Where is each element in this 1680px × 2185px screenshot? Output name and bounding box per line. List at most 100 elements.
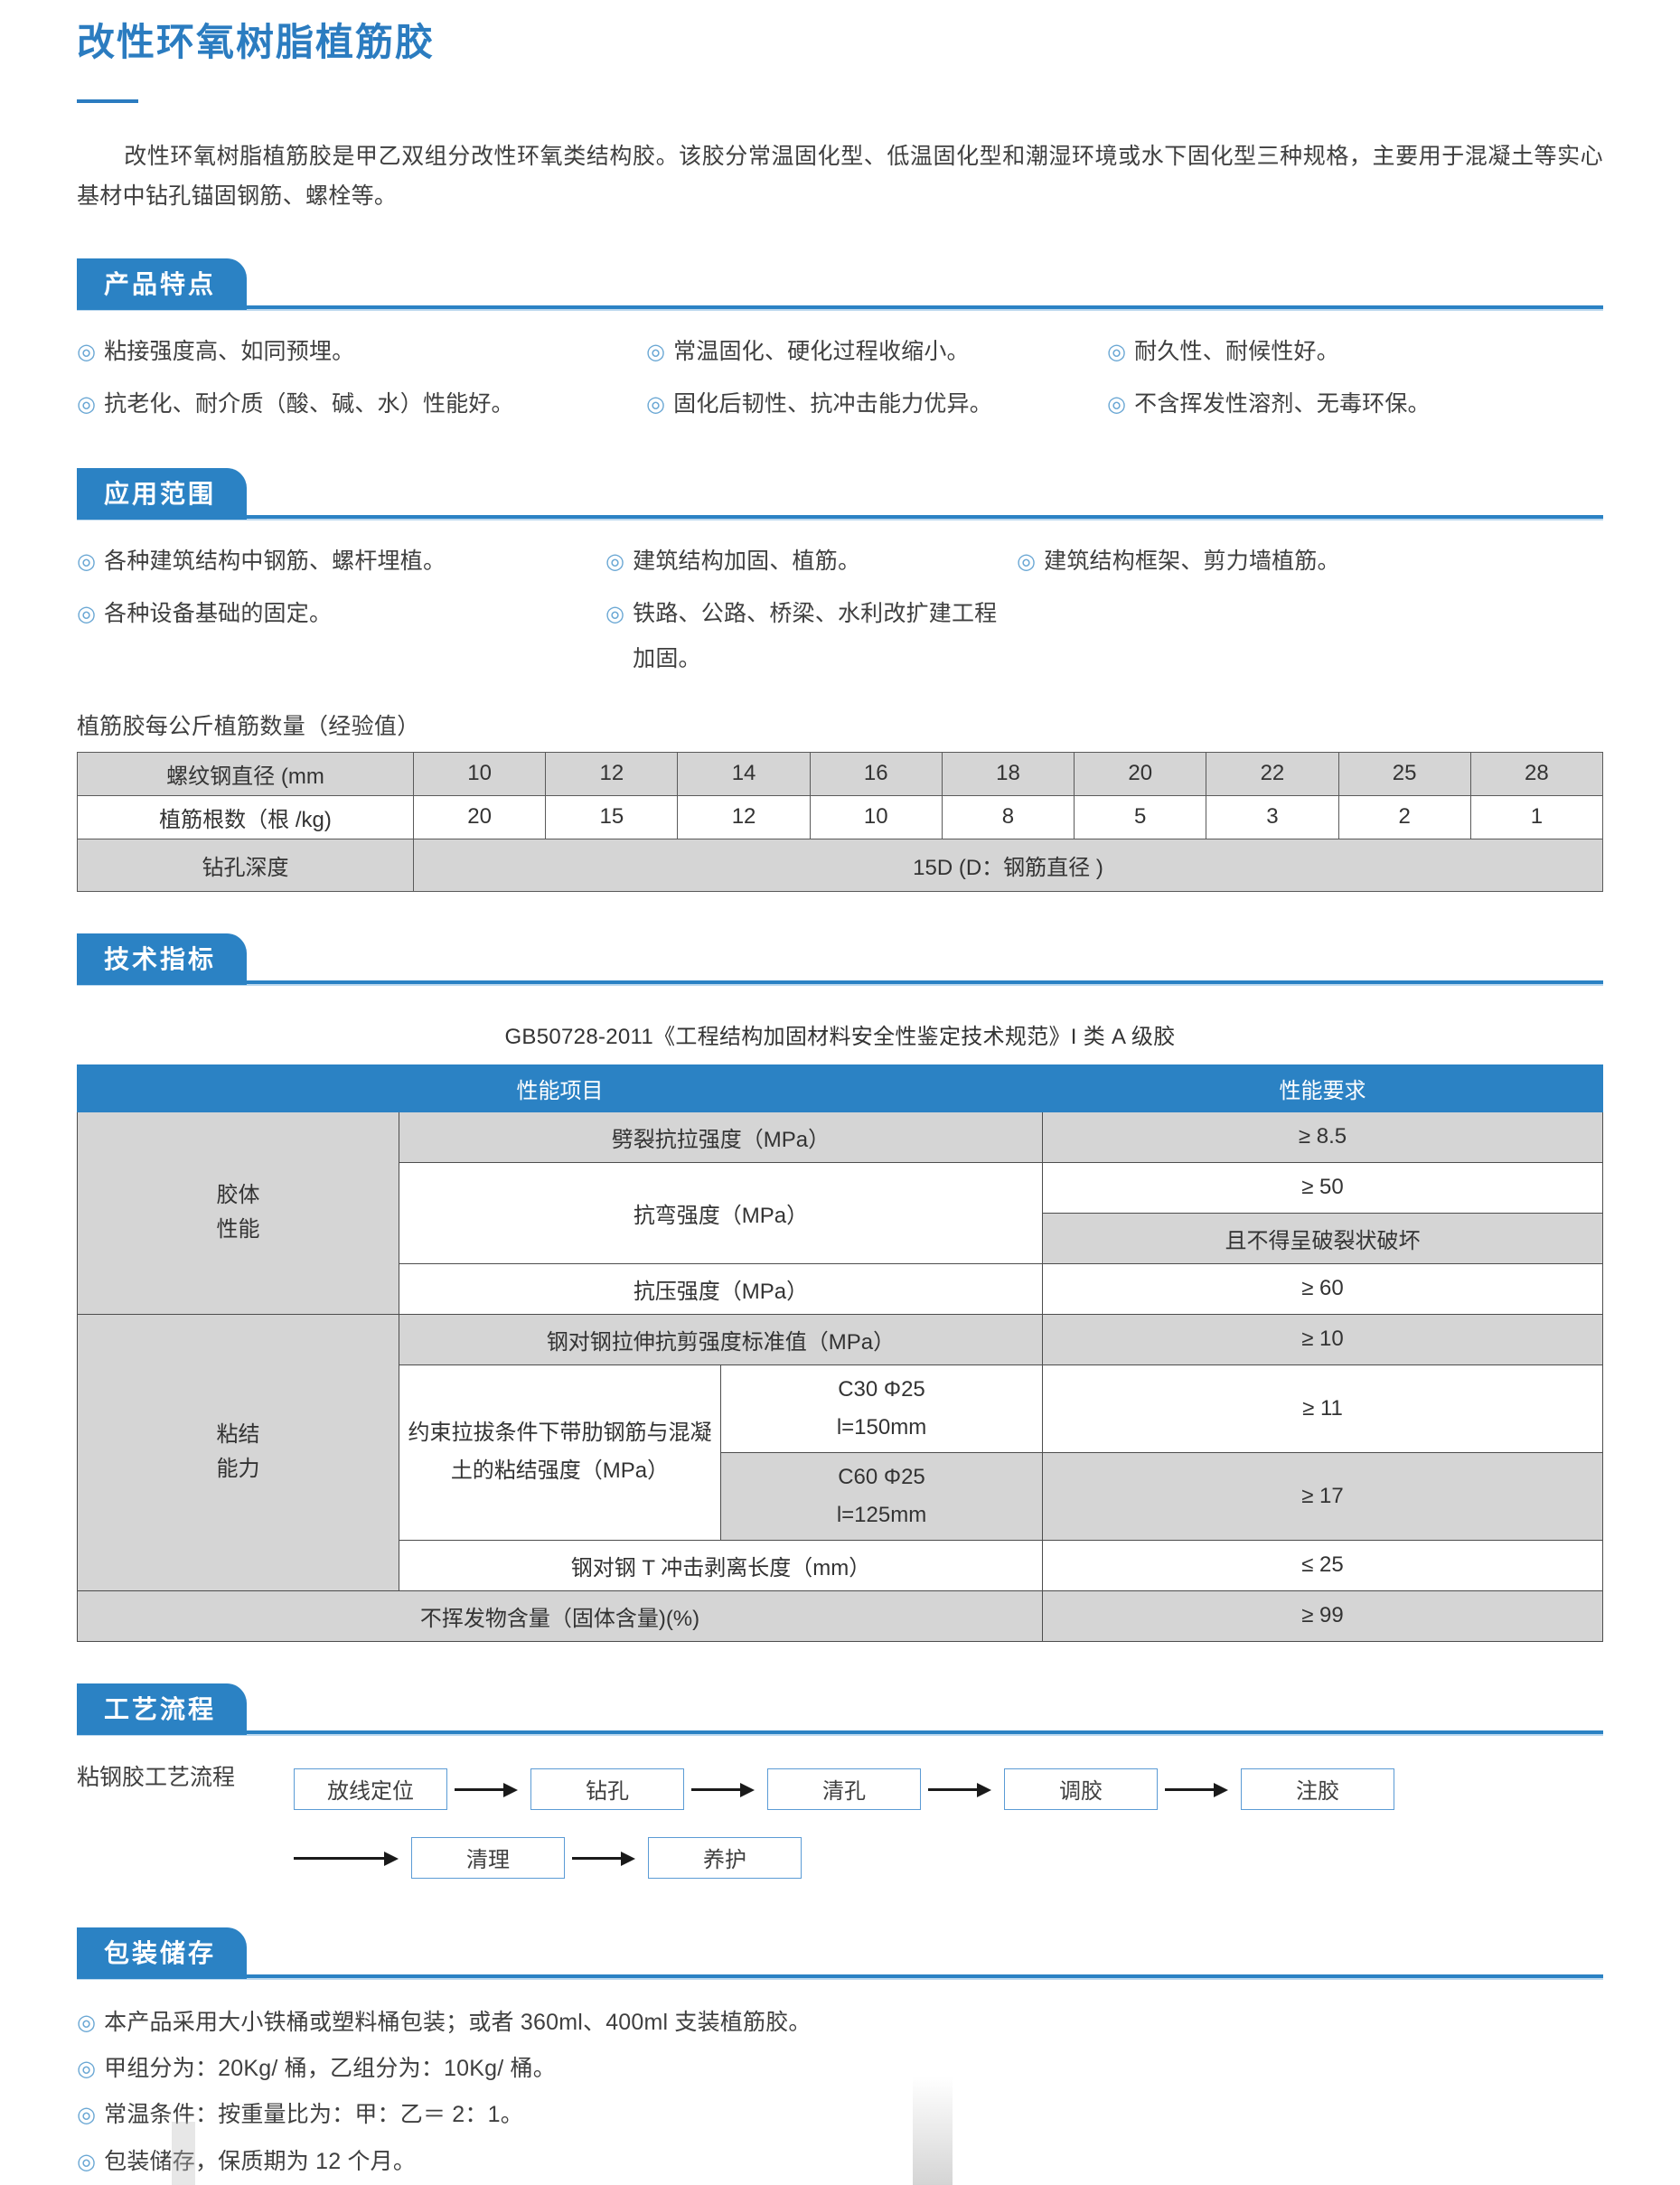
list-item-label: 常温条件：按重量比为：甲：乙＝ 2：1。 — [104, 2102, 523, 2128]
list-item-label: 粘接强度高、如同预埋。 — [104, 338, 355, 364]
table-cell-requirement: ≥ 60 — [1042, 1262, 1603, 1315]
table-cell: 3 — [1206, 794, 1339, 839]
condition-line1: C30 Φ25 — [838, 1376, 925, 1402]
list-item: ◎ 不含挥发性溶剂、无毒环保。 — [1107, 381, 1603, 427]
flow-step-box: 注胶 — [1241, 1768, 1394, 1810]
table-row: 且不得呈破裂状破坏 — [78, 1212, 1603, 1264]
table-cell-item: 劈裂抗拉强度（MPa） — [399, 1111, 1043, 1163]
table-row: 植筋根数（根 /kg) 20 15 12 10 8 5 3 2 1 — [77, 794, 1604, 839]
group-label-line1: 胶体 — [216, 1183, 260, 1207]
list-item-label: 不含挥发性溶剂、无毒环保。 — [1134, 390, 1431, 417]
row-label: 钻孔深度 — [77, 838, 414, 892]
condition-line2: l=150mm — [836, 1414, 927, 1439]
table-cell: 28 — [1469, 751, 1604, 796]
intro-paragraph: 改性环氧树脂植筋胶是甲乙双组分改性环氧类结构胶。该胶分常温固化型、低温固化型和潮… — [77, 137, 1603, 217]
table-row: 胶体 性能 劈裂抗拉强度（MPa） ≥ 8.5 — [77, 1111, 1603, 1315]
bullet-icon: ◎ — [77, 339, 97, 364]
flow-step-box: 放线定位 — [294, 1768, 447, 1810]
condition-line1: C60 Φ25 — [838, 1464, 925, 1489]
flow-step-box: 清孔 — [767, 1768, 921, 1810]
table-cell-requirement: ≥ 99 — [1042, 1590, 1603, 1642]
bullet-icon: ◎ — [77, 2057, 97, 2082]
table-cell: 10 — [809, 794, 943, 839]
table-cell: 20 — [412, 794, 547, 839]
section-tab-technical: 技术指标 — [77, 933, 248, 985]
section-rule — [77, 1730, 1603, 1736]
table-cell-requirement: ≥ 10 — [1042, 1313, 1603, 1365]
table-header-row: 性能项目 性能要求 — [77, 1064, 1603, 1112]
flow-step-box: 调胶 — [1004, 1768, 1158, 1810]
flow-row-1: 放线定位 钻孔 清孔 调胶 注胶 — [294, 1761, 1603, 1817]
intro-text: 改性环氧树脂植筋胶是甲乙双组分改性环氧类结构胶。该胶分常温固化型、低温固化型和潮… — [77, 144, 1603, 210]
table-cell-requirement: ≥ 8.5 — [1042, 1111, 1603, 1163]
flow-subtitle: 粘钢胶工艺流程 — [77, 1764, 236, 1790]
section-header-features: 产品特点 — [77, 258, 1603, 311]
list-item: ◎ 耐久性、耐候性好。 — [1107, 329, 1603, 374]
application-list: ◎ 各种建筑结构中钢筋、螺杆埋植。 ◎ 建筑结构加固、植筋。 ◎ 建筑结构框架、剪力墙… — [77, 539, 1603, 681]
list-item: ◎ 建筑结构框架、剪力墙植筋。 — [1017, 539, 1603, 584]
rebar-table-caption: 植筋胶每公斤植筋数量（经验值） — [77, 713, 420, 739]
list-item-label: 包装储存，保质期为 12 个月。 — [104, 2148, 417, 2174]
table-cell: 2 — [1337, 794, 1471, 839]
background-artifact — [913, 2076, 953, 2185]
table-cell-item: 抗压强度（MPa） — [399, 1262, 1043, 1315]
section-tab-features: 产品特点 — [77, 258, 248, 310]
list-item-label: 甲组分为：20Kg/ 桶，乙组分为：10Kg/ 桶。 — [104, 2056, 556, 2082]
list-item: ◎ 固化后韧性、抗冲击能力优异。 — [646, 381, 1107, 427]
table-row: 不挥发物含量（固体含量)(%) ≥ 99 — [77, 1590, 1603, 1642]
bullet-icon: ◎ — [1107, 339, 1127, 364]
section-rule — [77, 980, 1603, 986]
list-item: ◎ 常温条件：按重量比为：甲：乙＝ 2：1。 — [77, 2092, 1603, 2138]
table-cell: 25 — [1337, 751, 1471, 796]
flow-row-2: 清理 养护 — [294, 1830, 1603, 1886]
bullet-icon: ◎ — [77, 2010, 97, 2035]
flow-step-box: 钻孔 — [530, 1768, 684, 1810]
flow-arrow-icon — [565, 1851, 648, 1866]
row-label: 植筋根数（根 /kg) — [77, 794, 414, 839]
table-cell-requirement: 且不得呈破裂状破坏 — [1042, 1212, 1603, 1264]
table-cell: 15 — [545, 794, 679, 839]
features-list: ◎ 粘接强度高、如同预埋。 ◎ 常温固化、硬化过程收缩小。 ◎ 耐久性、耐候性好。 ◎… — [77, 329, 1603, 427]
title-underline — [77, 99, 138, 104]
background-artifact-2 — [172, 2121, 195, 2185]
bullet-icon: ◎ — [646, 339, 666, 364]
packaging-list: ◎ 本产品采用大小铁桶或塑料桶包装；或者 360ml、400ml 支装植筋胶。 ◎… — [77, 2000, 1603, 2185]
standard-reference: GB50728-2011《工程结构加固材料安全性鉴定技术规范》I 类 A 级胶 — [504, 1024, 1176, 1049]
list-item-label: 本产品采用大小铁桶或塑料桶包装；或者 360ml、400ml 支装植筋胶。 — [104, 2009, 812, 2035]
group-label-glue: 胶体 性能 — [77, 1111, 399, 1315]
flow-step-box: 清理 — [411, 1836, 565, 1879]
condition-line2: l=125mm — [836, 1502, 927, 1527]
table-cell-drill-depth: 15D (D：钢筋直径 ) — [413, 838, 1603, 892]
list-item-label: 各种设备基础的固定。 — [104, 600, 333, 626]
section-rule — [77, 305, 1603, 311]
table-cell-item: 抗弯强度（MPa） — [399, 1161, 1043, 1264]
list-item: ◎ 粘接强度高、如同预埋。 — [77, 329, 646, 374]
list-item: ◎ 各种设备基础的固定。 — [77, 591, 605, 681]
bullet-icon: ◎ — [605, 549, 625, 574]
list-item: ◎ 本产品采用大小铁桶或塑料桶包装；或者 360ml、400ml 支装植筋胶。 — [77, 2000, 1603, 2046]
table-cell-item: 不挥发物含量（固体含量)(%) — [77, 1590, 1043, 1642]
bullet-icon: ◎ — [1017, 549, 1037, 574]
list-item-label: 耐久性、耐候性好。 — [1134, 338, 1339, 364]
table-cell-requirement: ≤ 25 — [1042, 1539, 1603, 1591]
table-cell: 1 — [1469, 794, 1604, 839]
table-cell-requirement: ≥ 50 — [1042, 1161, 1603, 1214]
list-item-label: 建筑结构加固、植筋。 — [633, 548, 861, 574]
table-cell: 12 — [545, 751, 679, 796]
table-cell: 8 — [941, 794, 1075, 839]
list-item: ◎ 铁路、公路、桥梁、水利改扩建工程加固。 — [605, 591, 1017, 681]
list-item-label: 固化后韧性、抗冲击能力优异。 — [673, 390, 992, 417]
column-header-requirement: 性能要求 — [1042, 1064, 1603, 1112]
list-item-label: 铁路、公路、桥梁、水利改扩建工程加固。 — [633, 600, 998, 671]
flow-arrow-icon — [447, 1782, 530, 1797]
list-item: ◎ 甲组分为：20Kg/ 桶，乙组分为：10Kg/ 桶。 — [77, 2046, 1603, 2092]
table-row: 螺纹钢直径 (mm 10 12 14 16 18 20 22 25 28 — [77, 751, 1604, 796]
list-item: ◎ 抗老化、耐介质（酸、碱、水）性能好。 — [77, 381, 646, 427]
bullet-icon: ◎ — [77, 2149, 97, 2174]
page-title: 改性环氧树脂植筋胶 — [77, 21, 436, 63]
row-label: 螺纹钢直径 (mm — [77, 751, 414, 796]
table-row: 钢对钢 T 冲击剥离长度（mm） ≤ 25 — [78, 1539, 1603, 1591]
group-label-bond: 粘结 能力 — [77, 1313, 399, 1591]
section-tab-packaging: 包装储存 — [77, 1927, 248, 1979]
